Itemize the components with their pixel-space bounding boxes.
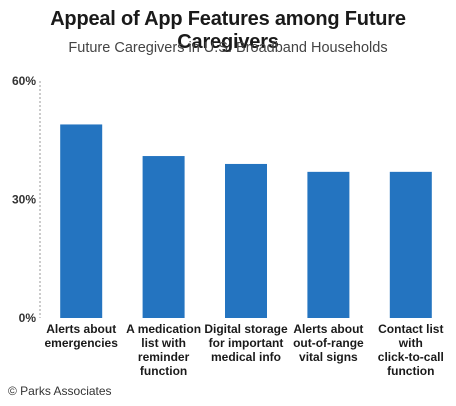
bar — [307, 171, 350, 318]
y-tick-label: 0% — [19, 311, 37, 325]
bar — [225, 163, 267, 318]
y-axis: 0% 30% 60% — [12, 74, 41, 325]
x-tick-label: Contact list with click-to-call function — [378, 322, 444, 378]
x-tick-label: A medication list with reminder function — [126, 322, 201, 378]
chart-title: Appeal of App Features among Future Care… — [50, 8, 406, 53]
x-tick-label: Digital storage for important medical info — [204, 322, 288, 364]
y-tick-label: 30% — [12, 193, 36, 207]
bar — [60, 124, 103, 318]
bar — [142, 156, 185, 318]
chart-subtitle: Future Caregivers in U.S. Broadband Hous… — [68, 40, 388, 56]
y-tick-label: 60% — [12, 74, 36, 88]
bar — [389, 171, 432, 318]
bars — [60, 124, 432, 318]
x-tick-label: Alerts about out-of-range vital signs — [293, 322, 364, 364]
credit-text: © Parks Associates — [8, 384, 112, 398]
x-tick-label: Alerts about emergencies — [45, 322, 119, 350]
